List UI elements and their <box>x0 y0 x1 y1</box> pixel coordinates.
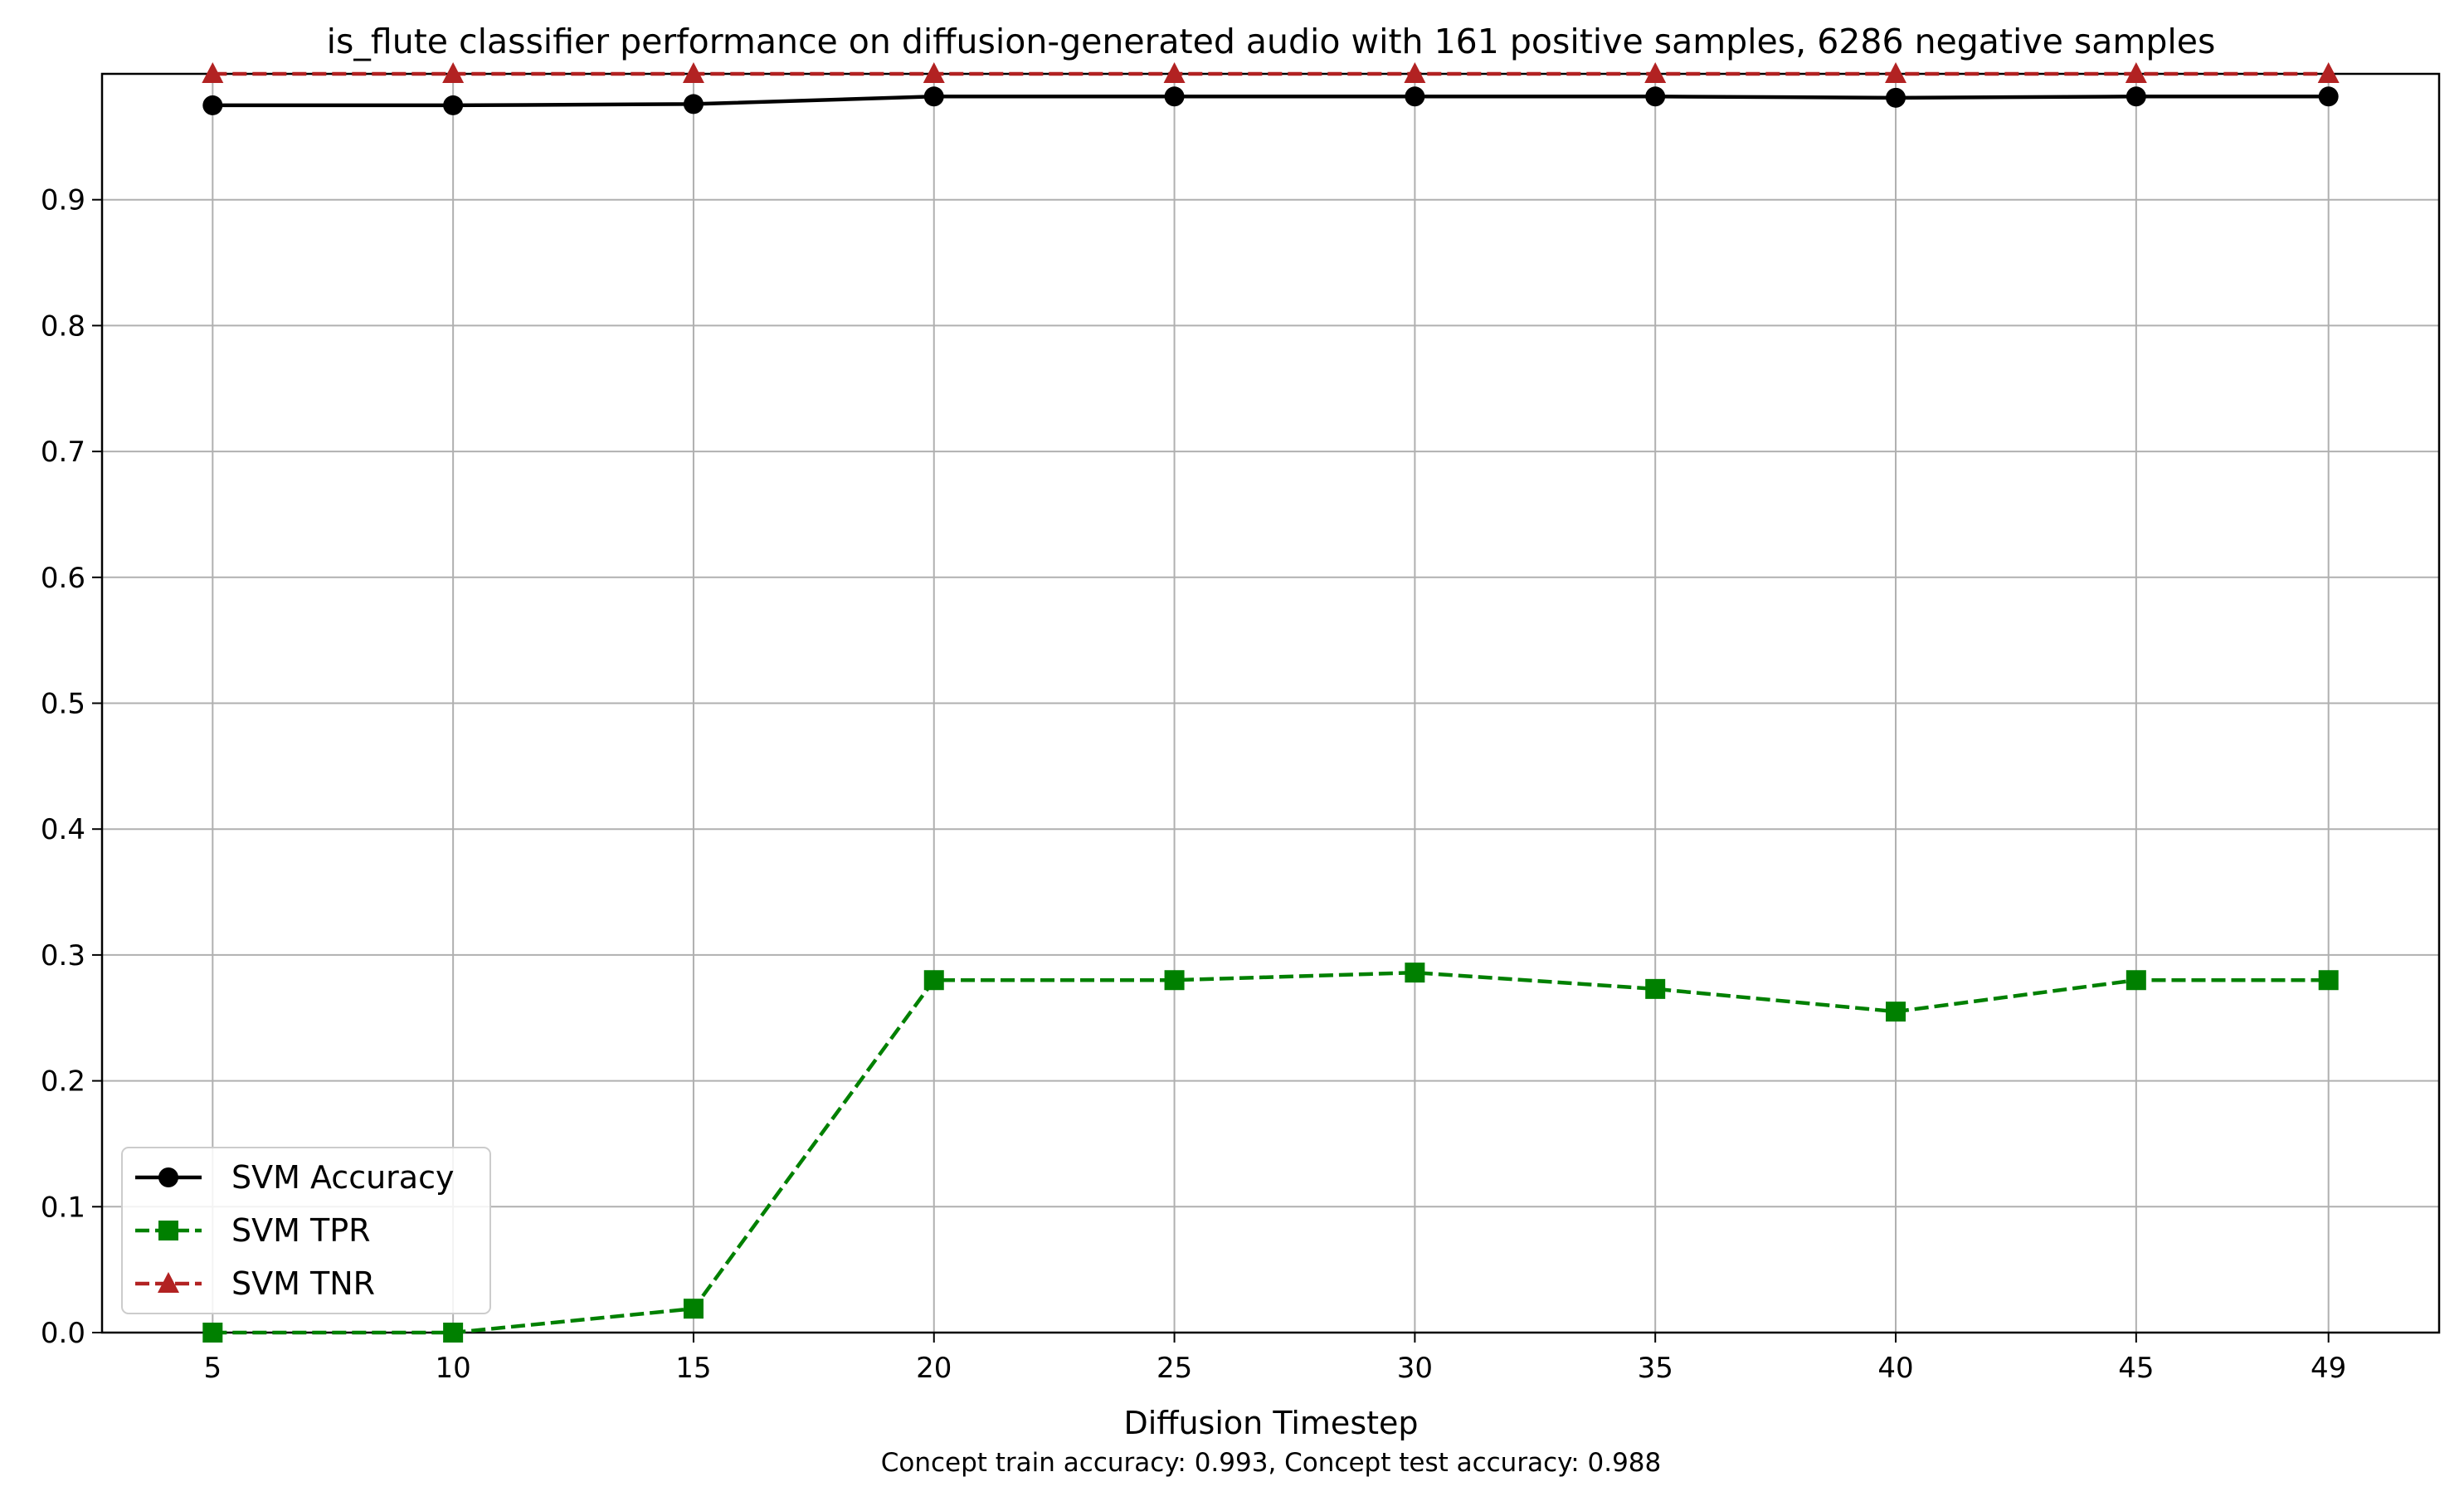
series-svm-tnr <box>202 62 2340 83</box>
y-tick-label: 0.0 <box>41 1317 85 1350</box>
grid-lines <box>102 74 2439 1333</box>
svm-tnr-point <box>2317 62 2340 83</box>
legend-label-svm-accuracy: SVM Accuracy <box>231 1159 454 1196</box>
x-tick-label: 35 <box>1638 1352 1673 1385</box>
svm-tnr-point <box>442 62 465 83</box>
svm-tpr-point <box>923 970 944 991</box>
svm-accuracy-point <box>1645 86 1666 107</box>
svm-tpr-point <box>2318 970 2339 991</box>
x-tick-label: 40 <box>1877 1352 1913 1385</box>
chart-title: is_flute classifier performance on diffu… <box>327 22 2216 61</box>
x-tick-label: 49 <box>2311 1352 2346 1385</box>
x-tick-label: 45 <box>2118 1352 2154 1385</box>
svm-accuracy-point <box>1405 86 1425 107</box>
legend-label-svm-tpr: SVM TPR <box>231 1212 371 1249</box>
svm-tpr-point <box>1886 1002 1906 1022</box>
y-tick-label: 0.2 <box>41 1065 85 1099</box>
svm-tpr-line <box>212 970 2329 1335</box>
y-tick-label: 0.4 <box>41 813 85 846</box>
svm-accuracy-point <box>2126 86 2146 107</box>
x-axis-label: Diffusion Timestep <box>1123 1405 1418 1441</box>
y-tick-label: 0.6 <box>41 562 85 595</box>
svm-tpr-point <box>683 1299 704 1319</box>
x-tick-label: 15 <box>675 1352 711 1385</box>
axes: 5 10 15 20 25 30 35 40 45 49 0.0 0.1 0.2 0.3 0.4 0.5 0.6… <box>41 72 2441 1385</box>
y-tick-label: 0.7 <box>41 436 85 469</box>
svm-tnr-point <box>1404 62 1426 83</box>
series-svm-accuracy <box>202 86 2339 115</box>
legend-marker-svm-accuracy <box>158 1167 178 1187</box>
y-tick-label: 0.3 <box>41 939 85 972</box>
svm-tpr-point <box>1405 963 1425 983</box>
svm-tpr-point <box>202 1323 223 1343</box>
series-svm-tpr <box>202 963 2339 1343</box>
svm-tpr-point <box>2126 970 2146 991</box>
x-tick-label: 25 <box>1157 1352 1192 1385</box>
svm-tnr-point <box>202 62 224 83</box>
data-series <box>202 62 2340 1343</box>
y-tick-label: 0.1 <box>41 1191 85 1224</box>
svm-accuracy-point <box>683 94 704 115</box>
svm-tpr-point <box>1645 978 1666 999</box>
legend-label-svm-tnr: SVM TNR <box>231 1265 375 1302</box>
legend-marker-svm-tpr <box>158 1221 178 1240</box>
legend: SVM Accuracy SVM TPR SVM TNR <box>121 1147 491 1314</box>
svm-tnr-point <box>1163 62 1186 83</box>
x-tick-label: 20 <box>916 1352 952 1385</box>
x-tick-label: 10 <box>435 1352 470 1385</box>
svm-accuracy-point <box>1164 86 1185 107</box>
y-tick-label: 0.5 <box>41 688 85 721</box>
svm-tpr-point <box>443 1323 464 1343</box>
x-tick-label: 30 <box>1397 1352 1433 1385</box>
svm-tpr-point <box>1164 970 1185 991</box>
x-tick-label: 5 <box>203 1352 222 1385</box>
chart-footnote: Concept train accuracy: 0.993, Concept t… <box>881 1448 1662 1478</box>
svm-accuracy-line <box>212 95 2329 108</box>
svm-tnr-point <box>1885 62 1907 83</box>
svm-accuracy-point <box>443 95 464 115</box>
svm-tnr-point <box>682 62 704 83</box>
svm-accuracy-point <box>202 95 223 115</box>
svm-tnr-point <box>1644 62 1667 83</box>
y-tick-label: 0.8 <box>41 309 85 343</box>
svm-accuracy-point <box>1886 87 1906 108</box>
y-tick-label: 0.9 <box>41 184 85 217</box>
svm-tnr-point <box>2125 62 2147 83</box>
svm-accuracy-point <box>923 86 944 107</box>
legend-box <box>121 1147 491 1314</box>
svm-accuracy-point <box>2318 86 2339 107</box>
svm-tnr-point <box>923 62 945 83</box>
legend-marker-svm-tnr <box>158 1272 179 1293</box>
